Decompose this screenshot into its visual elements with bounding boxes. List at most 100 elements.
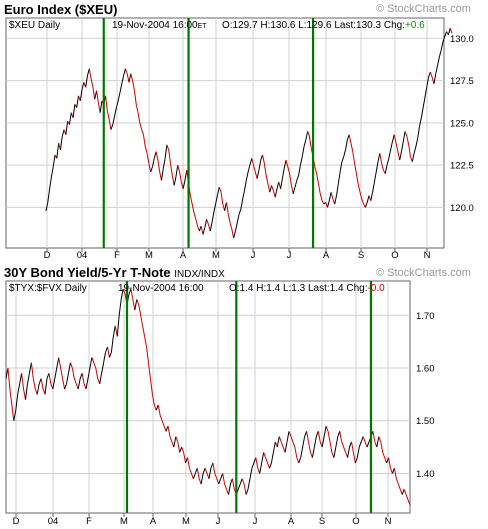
chart1-series-segment — [45, 202, 49, 211]
chart1-x-tick-label: F — [114, 250, 120, 261]
chart1-series-segment — [105, 95, 108, 112]
chart2-series-segment — [323, 425, 327, 437]
chart2-series-segment — [58, 357, 62, 369]
chart2-series-segment — [325, 425, 329, 432]
chart2-series-segment — [62, 378, 66, 390]
chart1-series-segment — [240, 198, 244, 210]
chart2-series-segment — [99, 373, 103, 384]
chart2-series-segment — [52, 378, 56, 390]
chart1-series-segment — [206, 219, 209, 225]
chart1-series-segment — [328, 192, 332, 201]
chart2-series-segment — [153, 404, 157, 411]
chart2-series-segment — [30, 362, 34, 379]
chart1-x-ticks: D 04 F M A M J J A S O N — [44, 250, 431, 261]
chart2-series-segment — [64, 383, 67, 390]
chart1-series-segment — [119, 83, 123, 93]
chart1-series-segment — [249, 158, 253, 166]
chart2-series-segment — [354, 457, 358, 464]
chart2-title: 30Y Bond Yield/5-Yr T-Note INDX/INDX — [4, 265, 225, 280]
chart1-series-segment — [350, 143, 354, 152]
chart1-series-segment — [179, 171, 182, 183]
chart2-series-segment — [380, 441, 384, 453]
chart1-series-segment — [267, 183, 271, 193]
chart1-series-segment — [272, 190, 276, 198]
chart1-open: O:129.7 — [222, 20, 258, 31]
chart1-series-segment — [370, 192, 374, 201]
chart2-series-segment — [44, 378, 48, 395]
chart2-series-segment — [19, 373, 23, 384]
chart2-series-segment — [228, 483, 231, 495]
chart1-series-segment — [274, 188, 278, 198]
chart1-series-segment — [94, 90, 98, 100]
chart2-series-segment — [204, 468, 208, 474]
chart1-series-segment — [420, 107, 424, 118]
chart2-series-segment — [142, 325, 146, 337]
chart2-y-tick-label: 1.70 — [416, 311, 435, 322]
chart2-plot-area — [5, 280, 411, 514]
chart2-series-segment — [237, 483, 241, 490]
chart2-series-segment — [313, 436, 317, 448]
chart2-x-tick-label: D — [13, 516, 20, 527]
chart1-series-segment — [92, 87, 96, 100]
chart1-x-tick-label: O — [391, 250, 398, 261]
chart2-series-segment — [28, 362, 32, 374]
chart2-series-segment — [216, 478, 220, 485]
chart2-series-segment — [308, 441, 311, 453]
chart1-y-tick-label: 130.0 — [450, 34, 474, 45]
chart1-series-segment — [281, 168, 285, 179]
chart2-series-segment — [390, 468, 393, 474]
chart1-high: H:130.6 — [260, 20, 295, 31]
chart2-series-segment — [350, 441, 354, 453]
chart2-series-segment — [69, 362, 73, 369]
chart2-grid — [6, 281, 410, 517]
chart1-series-segment — [72, 104, 76, 118]
chart1-series-segment — [137, 112, 141, 123]
chart2-series-segment — [272, 441, 276, 453]
chart2-y-ticks: 1.70 1.60 1.50 1.40 — [416, 311, 435, 480]
chart1-series-segment — [227, 214, 231, 223]
chart1-series-segment — [61, 129, 65, 137]
chart2-series-segment — [17, 383, 21, 395]
chart2-x-tick-label: A — [150, 516, 157, 527]
chart2-chg-label: Chg: — [346, 283, 367, 294]
chart1-series-segment — [238, 208, 242, 215]
chart1-series-segment — [442, 36, 446, 42]
chart2-series-segment — [54, 367, 58, 379]
chart2-series-segment — [136, 299, 140, 305]
chart2-series-segment — [218, 478, 222, 485]
chart2-series-segment — [251, 462, 255, 469]
chart2-series-segment — [360, 436, 364, 442]
chart2-series-segment — [214, 473, 218, 479]
chart2-x-tick-label: F — [86, 516, 92, 527]
chart2-series-segment — [347, 446, 350, 458]
chart1-series-segment — [150, 166, 153, 173]
chart1-x-tick-label: 04 — [77, 250, 88, 261]
chart2-series-segment — [352, 452, 356, 464]
chart2-series-segment — [356, 446, 360, 458]
chart1-series-segment — [142, 134, 146, 147]
chart1-x-tick-label: D — [44, 250, 51, 261]
chart2-series-segment — [333, 446, 337, 458]
chart2-series-segment — [384, 457, 388, 464]
chart1-series-segment — [50, 166, 54, 178]
chart1-series-segment — [303, 139, 307, 147]
chart2-open: O:1.4 — [229, 283, 254, 294]
chart1-x-tick-label: A — [323, 250, 330, 261]
chart1-series-segment — [372, 181, 375, 193]
chart2-series-segment — [60, 367, 64, 379]
chart1-series-segment — [343, 149, 347, 157]
chart1-series-segment — [361, 198, 365, 205]
chart2-series-segment — [103, 352, 107, 363]
chart2-series-segment — [321, 436, 325, 448]
chart2-series-segment — [138, 304, 142, 316]
chart1-series-segment — [449, 27, 453, 34]
chart2-series-segment — [403, 489, 407, 495]
chart2-series-segment — [362, 436, 366, 442]
chart2-series-segment — [300, 446, 304, 458]
chart2-series-segment — [161, 420, 165, 427]
chart1-series-segment — [189, 195, 193, 205]
chart2-series-segment — [25, 383, 28, 400]
chart2-title-suffix: INDX/INDX — [174, 269, 225, 280]
chart1-series-segment — [124, 68, 128, 74]
chart1-markers — [102, 18, 315, 248]
